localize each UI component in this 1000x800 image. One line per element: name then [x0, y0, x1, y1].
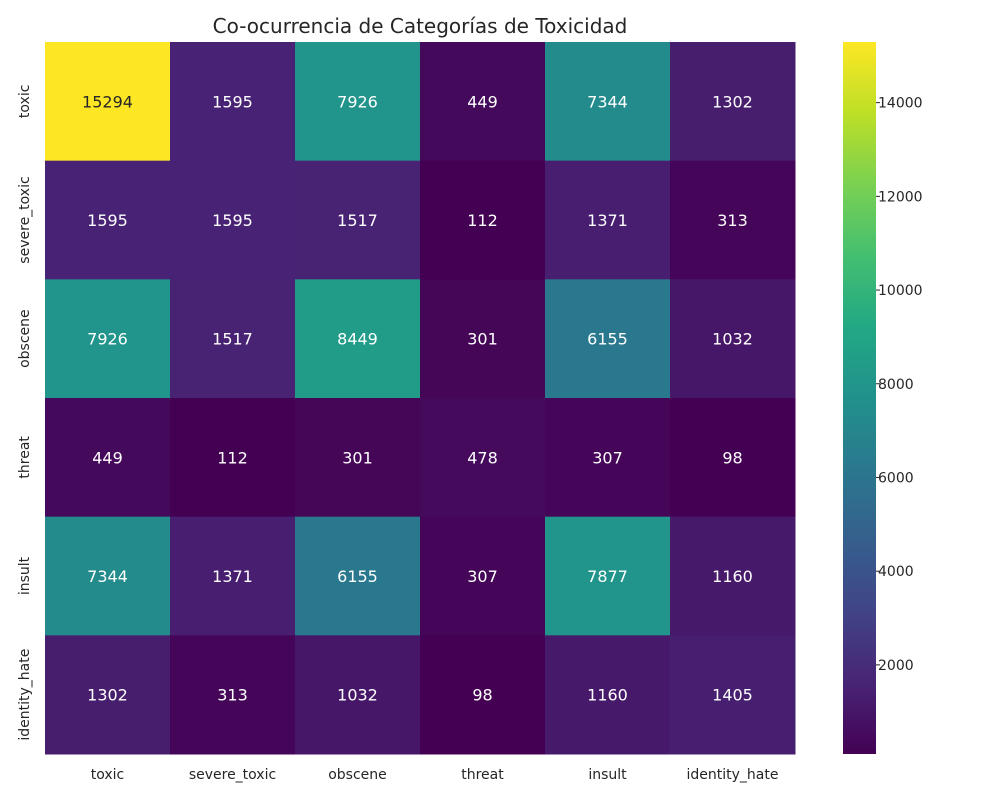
heatmap-cell — [545, 635, 671, 755]
colorbar-tick-label: 4000 — [878, 564, 914, 580]
cell-value-label: 7877 — [587, 567, 628, 586]
cell-value-label: 6155 — [337, 567, 378, 586]
cell-value-label: 98 — [722, 448, 742, 467]
x-tick-label: threat — [461, 767, 504, 783]
cell-value-label: 1032 — [712, 330, 753, 349]
cell-value-label: 112 — [217, 448, 248, 467]
heatmap-cell — [420, 398, 546, 518]
heatmap-cell — [170, 42, 296, 162]
cell-value-label: 8449 — [337, 330, 378, 349]
cell-value-label: 1371 — [587, 211, 628, 230]
cell-value-label: 1595 — [87, 211, 128, 230]
cell-value-label: 1517 — [337, 211, 378, 230]
heatmap-cell — [545, 279, 671, 399]
y-tick-label: insult — [17, 556, 33, 595]
cell-value-label: 1517 — [212, 330, 253, 349]
heatmap-cell — [45, 635, 171, 755]
x-axis-ticks: toxic severe_toxic obscene threat insult iden… — [91, 767, 779, 783]
heatmap-cell — [295, 279, 421, 399]
cell-value-label: 7926 — [87, 330, 128, 349]
heatmap-cell — [45, 279, 171, 399]
cell-value-label: 1371 — [212, 567, 253, 586]
heatmap-cell — [420, 516, 546, 636]
x-tick-label: identity_hate — [687, 767, 779, 783]
heatmap-cell — [670, 635, 796, 755]
colorbar-tick-label: 8000 — [878, 377, 914, 393]
cell-value-label: 313 — [217, 686, 248, 705]
cell-value-label: 7344 — [587, 92, 628, 111]
heatmap-cell — [545, 160, 671, 280]
colorbar-tick-label: 10000 — [878, 283, 923, 299]
cell-value-label: 98 — [472, 686, 492, 705]
colorbar-tick-label: 14000 — [878, 96, 923, 112]
heatmap-cell — [545, 398, 671, 518]
colorbar-ticks: 2000 4000 6000 8000 10000 12000 14000 — [876, 96, 923, 674]
cell-value-label: 7926 — [337, 92, 378, 111]
cell-value-label: 7344 — [87, 567, 128, 586]
x-tick-label: toxic — [91, 767, 125, 783]
cell-value-label: 307 — [592, 448, 623, 467]
cell-value-label: 112 — [467, 211, 498, 230]
cell-value-label: 1160 — [587, 686, 628, 705]
cell-value-label: 1302 — [87, 686, 128, 705]
colorbar-tick-label: 12000 — [878, 189, 923, 205]
cell-value-label: 1032 — [337, 686, 378, 705]
colorbar-tick-label: 2000 — [878, 658, 914, 674]
heatmap-cell — [670, 160, 796, 280]
heatmap-cell — [295, 398, 421, 518]
heatmap-cell — [45, 516, 171, 636]
x-tick-label: insult — [588, 767, 627, 783]
cell-value-label: 15294 — [82, 92, 133, 111]
heatmap-cell — [670, 42, 796, 162]
heatmap-cell — [170, 160, 296, 280]
colorbar-tick-label: 6000 — [878, 470, 914, 486]
heatmap-cell — [420, 279, 546, 399]
heatmap-cell — [545, 516, 671, 636]
colorbar — [843, 42, 876, 754]
cell-value-label: 301 — [467, 330, 498, 349]
y-tick-label: obscene — [17, 309, 33, 368]
cell-value-label: 449 — [467, 92, 498, 111]
y-tick-label: identity_hate — [17, 649, 33, 741]
heatmap-cell — [420, 160, 546, 280]
heatmap-cell — [170, 398, 296, 518]
cell-value-label: 1160 — [712, 567, 753, 586]
cell-value-label: 1595 — [212, 211, 253, 230]
cell-value-label: 6155 — [587, 330, 628, 349]
cell-value-label: 449 — [92, 448, 123, 467]
cell-value-label: 1405 — [712, 686, 753, 705]
heatmap-cell — [670, 279, 796, 399]
heatmap-cell — [295, 42, 421, 162]
cell-value-label: 1595 — [212, 92, 253, 111]
chart-title: Co-ocurrencia de Categorías de Toxicidad — [213, 14, 628, 38]
heatmap-cell — [295, 516, 421, 636]
x-tick-label: severe_toxic — [189, 767, 276, 783]
heatmap-cell — [670, 516, 796, 636]
x-tick-label: obscene — [328, 767, 387, 783]
cell-value-label: 1302 — [712, 92, 753, 111]
heatmap-cell — [420, 42, 546, 162]
heatmap-cell — [670, 398, 796, 518]
heatmap-cell — [45, 42, 171, 162]
cell-value-label: 478 — [467, 448, 498, 467]
y-tick-label: toxic — [17, 85, 33, 119]
heatmap-cell — [295, 160, 421, 280]
heatmap-cell — [170, 516, 296, 636]
heatmap-cells: 15294 1595 7926 449 7344 1302 1595 1595 1517 112 1… — [45, 42, 796, 755]
heatmap-cell — [545, 42, 671, 162]
cell-value-label: 301 — [342, 448, 373, 467]
heatmap-cell — [45, 160, 171, 280]
y-tick-label: severe_toxic — [17, 176, 33, 263]
heatmap-cell — [420, 635, 546, 755]
heatmap-cell — [45, 398, 171, 518]
heatmap-cell — [170, 635, 296, 755]
cell-value-label: 313 — [717, 211, 748, 230]
heatmap-cell — [295, 635, 421, 755]
heatmap-cell — [170, 279, 296, 399]
cell-value-label: 307 — [467, 567, 498, 586]
y-tick-label: threat — [17, 436, 33, 479]
